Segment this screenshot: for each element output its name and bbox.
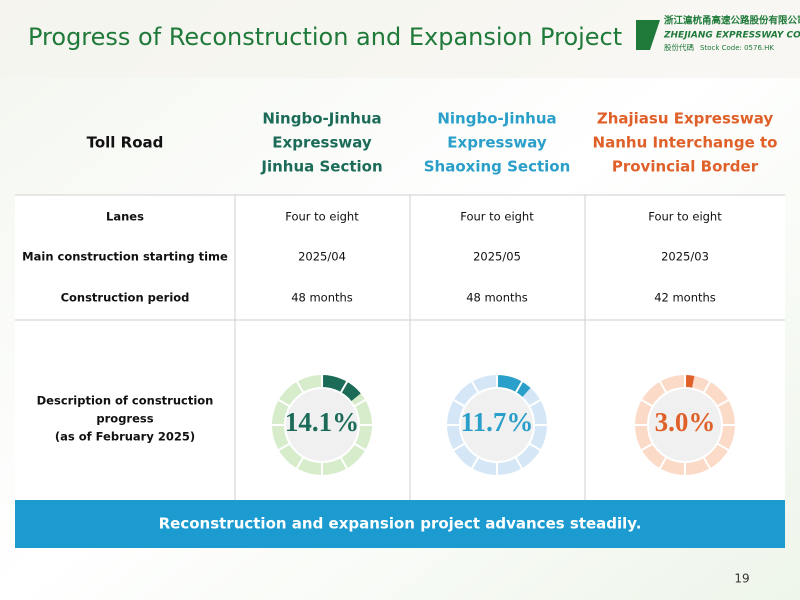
column-header: Expressway [272, 134, 372, 152]
row-header: Construction period [61, 291, 190, 305]
donut-arc [321, 375, 361, 402]
column-header: Zhajiasu Expressway [597, 110, 774, 128]
donut-gap [277, 442, 291, 452]
donut-gap [339, 380, 349, 394]
donut-gap [353, 442, 367, 452]
donut-gap [528, 398, 542, 408]
row-header: Description of construction [37, 394, 214, 408]
donut-inner [461, 389, 533, 461]
donut-gap [640, 398, 654, 408]
donut-gap [658, 456, 668, 470]
donut-gap [470, 456, 480, 470]
stock-code: Stock Code: 0576.HK [700, 44, 774, 52]
donut-inner [649, 389, 721, 461]
donut-gap [295, 380, 305, 394]
cell: 48 months [466, 291, 528, 305]
company-cn: 浙江滬杭甬高速公路股份有限公司 [664, 15, 800, 27]
column-header: Ningbo-Jinhua [262, 110, 381, 128]
company-en: ZHEJIANG EXPRESSWAY CO., LTD. [663, 31, 800, 41]
column-header: Provincial Border [612, 158, 759, 176]
title: Progress of Reconstruction and Expansion… [28, 23, 622, 51]
cell: 48 months [291, 291, 353, 305]
cell: Four to eight [648, 210, 722, 224]
column-header: Toll Road [87, 134, 164, 152]
donut-gap [658, 380, 668, 394]
banner [15, 500, 785, 548]
row-header: progress [96, 412, 153, 426]
column-header: Ningbo-Jinhua [437, 110, 556, 128]
cell: 2025/03 [661, 250, 709, 264]
header-band [0, 0, 800, 78]
donut-gap [702, 456, 712, 470]
donut-gap [295, 456, 305, 470]
row-header: Main construction starting time [22, 250, 228, 264]
cell: Four to eight [285, 210, 359, 224]
column-header: Shaoxing Section [424, 158, 571, 176]
table-body [15, 195, 785, 500]
donut-inner [286, 389, 358, 461]
donut-gap [514, 380, 524, 394]
donut-gap [452, 442, 466, 452]
page-number: 19 [734, 572, 749, 586]
column-header: Nanhu Interchange to [593, 134, 778, 152]
donut-gap [716, 398, 730, 408]
donut-gap [339, 456, 349, 470]
donut-label: 11.7% [461, 407, 534, 437]
donut-gap [353, 398, 367, 408]
stock-code-cn: 股份代碼 [664, 42, 694, 52]
column-header: Expressway [447, 134, 547, 152]
donut-label: 3.0% [655, 407, 716, 437]
donut-gap [277, 398, 291, 408]
donut-label: 14.1% [285, 407, 359, 437]
donut-gap [640, 442, 654, 452]
donut-gap [702, 380, 712, 394]
donut-gap [514, 456, 524, 470]
donut-arc [496, 375, 531, 398]
donut-gap [470, 380, 480, 394]
row-header: Lanes [106, 210, 144, 224]
cell: Four to eight [460, 210, 534, 224]
row-header: (as of February 2025) [55, 430, 195, 444]
cell: 2025/05 [473, 250, 521, 264]
column-header: Jinhua Section [260, 158, 382, 176]
donut-gap [716, 442, 730, 452]
banner-text: Reconstruction and expansion project adv… [159, 515, 642, 533]
cell: 42 months [654, 291, 716, 305]
donut-gap [528, 442, 542, 452]
donut-gap [452, 398, 466, 408]
logo-icon [636, 20, 660, 50]
donut-arc [684, 375, 695, 388]
cell: 2025/04 [298, 250, 346, 264]
